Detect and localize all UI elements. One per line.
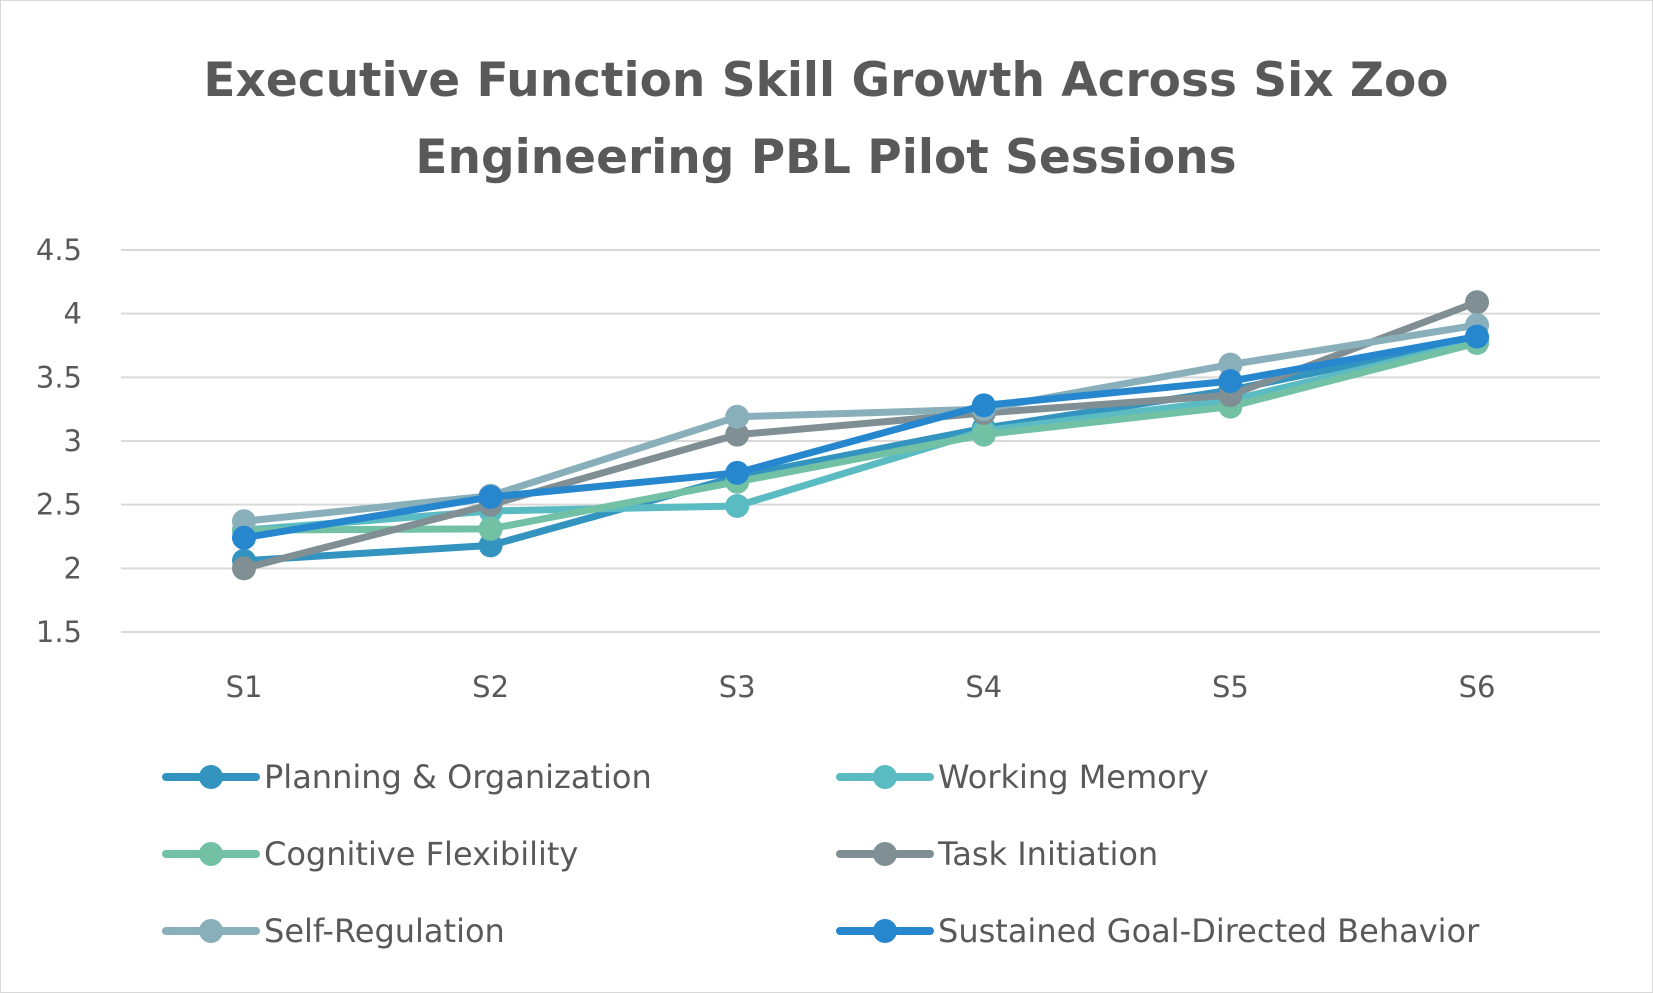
data-point: [725, 493, 750, 518]
series-line: [240, 298, 1481, 572]
legend-item: Self-Regulation: [162, 912, 505, 950]
series-task-initiation: [232, 290, 1489, 581]
legend-point-marker: [199, 842, 223, 866]
x-tick-label: S3: [719, 670, 756, 704]
legend-item: Task Initiation: [836, 835, 1158, 873]
data-point: [1218, 352, 1243, 377]
legend-label: Working Memory: [938, 758, 1209, 796]
data-point: [478, 485, 503, 510]
legend-label: Cognitive Flexibility: [264, 835, 578, 873]
data-point: [725, 422, 750, 447]
y-tick-label: 2.5: [36, 488, 82, 522]
legend-item: Sustained Goal-Directed Behavior: [836, 912, 1480, 950]
data-point: [971, 393, 996, 418]
y-tick-label: 3.5: [36, 360, 82, 394]
x-tick-label: S2: [472, 670, 509, 704]
data-point: [1465, 290, 1489, 315]
legend-point-marker: [873, 765, 897, 789]
series-line: [240, 321, 1481, 525]
legend-label: Self-Regulation: [264, 912, 505, 950]
legend-point-marker: [873, 919, 897, 943]
data-point: [232, 509, 256, 534]
legend-point-marker: [873, 842, 897, 866]
series-line: [240, 339, 1481, 534]
chart-title-line-2: Engineering PBL Pilot Sessions: [415, 130, 1236, 185]
series-line: [240, 333, 1481, 542]
data-point: [725, 404, 750, 429]
y-tick-label: 4: [64, 297, 82, 331]
legend-label: Task Initiation: [937, 835, 1158, 873]
series-sustained-goal-directed-behavior: [232, 324, 1489, 550]
data-point: [1218, 369, 1243, 394]
legend-item: Cognitive Flexibility: [162, 835, 578, 873]
data-point: [232, 525, 256, 550]
data-point: [971, 422, 996, 447]
legend-item: Working Memory: [836, 758, 1209, 796]
data-point: [1465, 324, 1489, 349]
y-tick-label: 3: [64, 424, 82, 458]
y-tick-label: 2: [64, 551, 82, 585]
x-tick-label: S4: [965, 670, 1002, 704]
data-point: [478, 516, 503, 541]
legend-point-marker: [199, 765, 223, 789]
data-point: [725, 460, 750, 485]
legend-label: Planning & Organization: [264, 758, 652, 796]
x-tick-label: S6: [1459, 670, 1496, 704]
y-tick-label: 4.5: [36, 233, 82, 267]
x-tick-label: S5: [1212, 670, 1249, 704]
data-point: [232, 556, 256, 581]
series-planning-organization: [232, 327, 1489, 573]
legend-item: Planning & Organization: [162, 758, 652, 796]
legend-label: Sustained Goal-Directed Behavior: [938, 912, 1480, 950]
chart-title-line-1: Executive Function Skill Growth Across S…: [203, 53, 1448, 108]
x-tick-label: S1: [226, 670, 263, 704]
data-point: [478, 533, 503, 558]
y-tick-label: 1.5: [36, 615, 82, 649]
legend-point-marker: [199, 919, 223, 943]
